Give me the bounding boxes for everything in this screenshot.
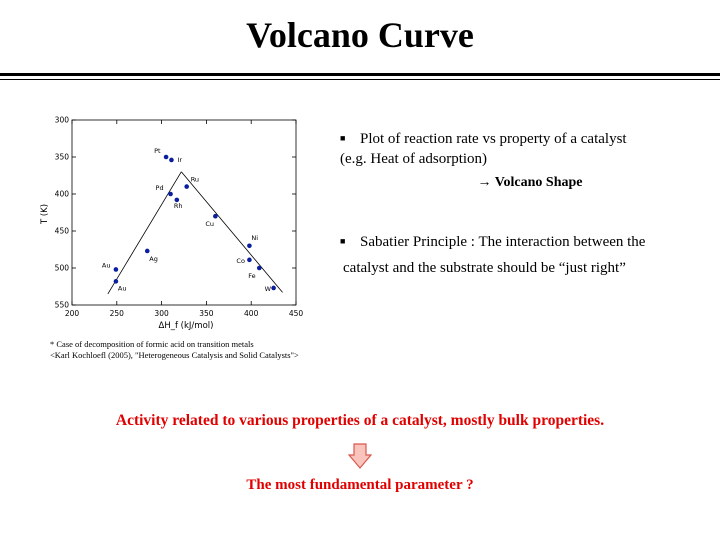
y-tick-label: 500 [55, 264, 70, 273]
x-tick-label: 300 [154, 309, 169, 318]
y-tick-label: 350 [55, 153, 70, 162]
point-label: Co [236, 257, 245, 265]
trend-line [107, 171, 182, 295]
point-label: Cu [205, 220, 214, 228]
x-tick-label: 350 [199, 309, 214, 318]
data-point-au [113, 267, 119, 272]
x-axis-label: ΔH_f (kJ/mol) [159, 321, 214, 331]
bullet-list: ■ Plot of reaction rate vs property of a … [340, 128, 700, 278]
activity-statement: Activity related to various properties o… [115, 412, 605, 429]
trend-lines [107, 171, 283, 295]
y-tick-label: 550 [55, 301, 70, 310]
bullet-square-icon: ■ [340, 133, 346, 143]
slide-title: Volcano Curve [246, 15, 474, 55]
data-point-au [113, 279, 119, 284]
bullet-2-continuation: catalyst and the substrate should be “ju… [343, 260, 626, 276]
caption-line-2: <Karl Kochloefl (2005), "Heterogeneous C… [50, 349, 299, 360]
bullet-1: ■ Plot of reaction rate vs property of a … [340, 128, 700, 149]
point-label: Ir [177, 156, 182, 164]
plot-frame [71, 119, 297, 306]
point-label: Ni [251, 234, 258, 242]
volcano-shape-note: → Volcano Shape [477, 175, 583, 190]
data-point-pd [168, 191, 173, 197]
caption-line-1: * Case of decomposition of formic acid o… [50, 339, 254, 349]
bullet-square-icon: ■ [340, 236, 346, 246]
data-point-ru [184, 184, 189, 189]
volcano-chart: 200 250 300 350 400 450 300 350 400 450 500 550 Pt I… [40, 116, 304, 332]
data-point-rh [174, 197, 180, 203]
point-label: Ru [191, 176, 199, 184]
point-label: Au [102, 261, 111, 269]
data-point-ir [169, 157, 174, 163]
y-tick-label: 300 [55, 116, 70, 125]
data-point-ag [144, 248, 150, 254]
axis-ticks: 200 250 300 350 400 450 300 350 400 450 500 550 [55, 116, 304, 319]
data-point-w [271, 285, 276, 291]
bullet-2-text: Sabatier Principle : The interaction bet… [360, 234, 646, 250]
data-point-co [247, 257, 252, 263]
point-label: Au [118, 284, 127, 292]
figure-caption: * Case of decomposition of formic acid o… [50, 339, 299, 360]
bullet-2: ■ Sabatier Principle : The interaction be… [340, 231, 700, 252]
data-point-cu [213, 213, 218, 219]
point-label: Fe [248, 272, 255, 280]
x-tick-label: 400 [244, 309, 259, 318]
down-arrow-icon [348, 443, 372, 469]
point-label: Pd [156, 184, 164, 192]
x-tick-label: 450 [289, 309, 304, 318]
data-point-fe [256, 265, 262, 271]
data-point-ni [247, 243, 252, 249]
title-divider-thick [0, 73, 720, 76]
x-tick-label: 250 [110, 309, 125, 318]
title-divider-thin [0, 79, 720, 80]
fundamental-question: The most fundamental parameter ? [246, 477, 474, 493]
x-tick-label: 200 [65, 309, 80, 318]
trend-line [181, 171, 283, 293]
point-label: W [265, 285, 272, 293]
data-point-pt [163, 154, 169, 160]
y-tick-label: 400 [55, 190, 70, 199]
y-tick-label: 450 [55, 227, 70, 236]
point-label: Pt [154, 147, 161, 155]
y-axis-label: T (K) [40, 204, 50, 225]
point-label: Ag [149, 255, 158, 263]
bullet-1-text: Plot of reaction rate vs property of a c… [360, 131, 627, 147]
point-label: Rh [174, 202, 183, 210]
bullet-1-continuation: (e.g. Heat of adsorption) [340, 151, 488, 167]
